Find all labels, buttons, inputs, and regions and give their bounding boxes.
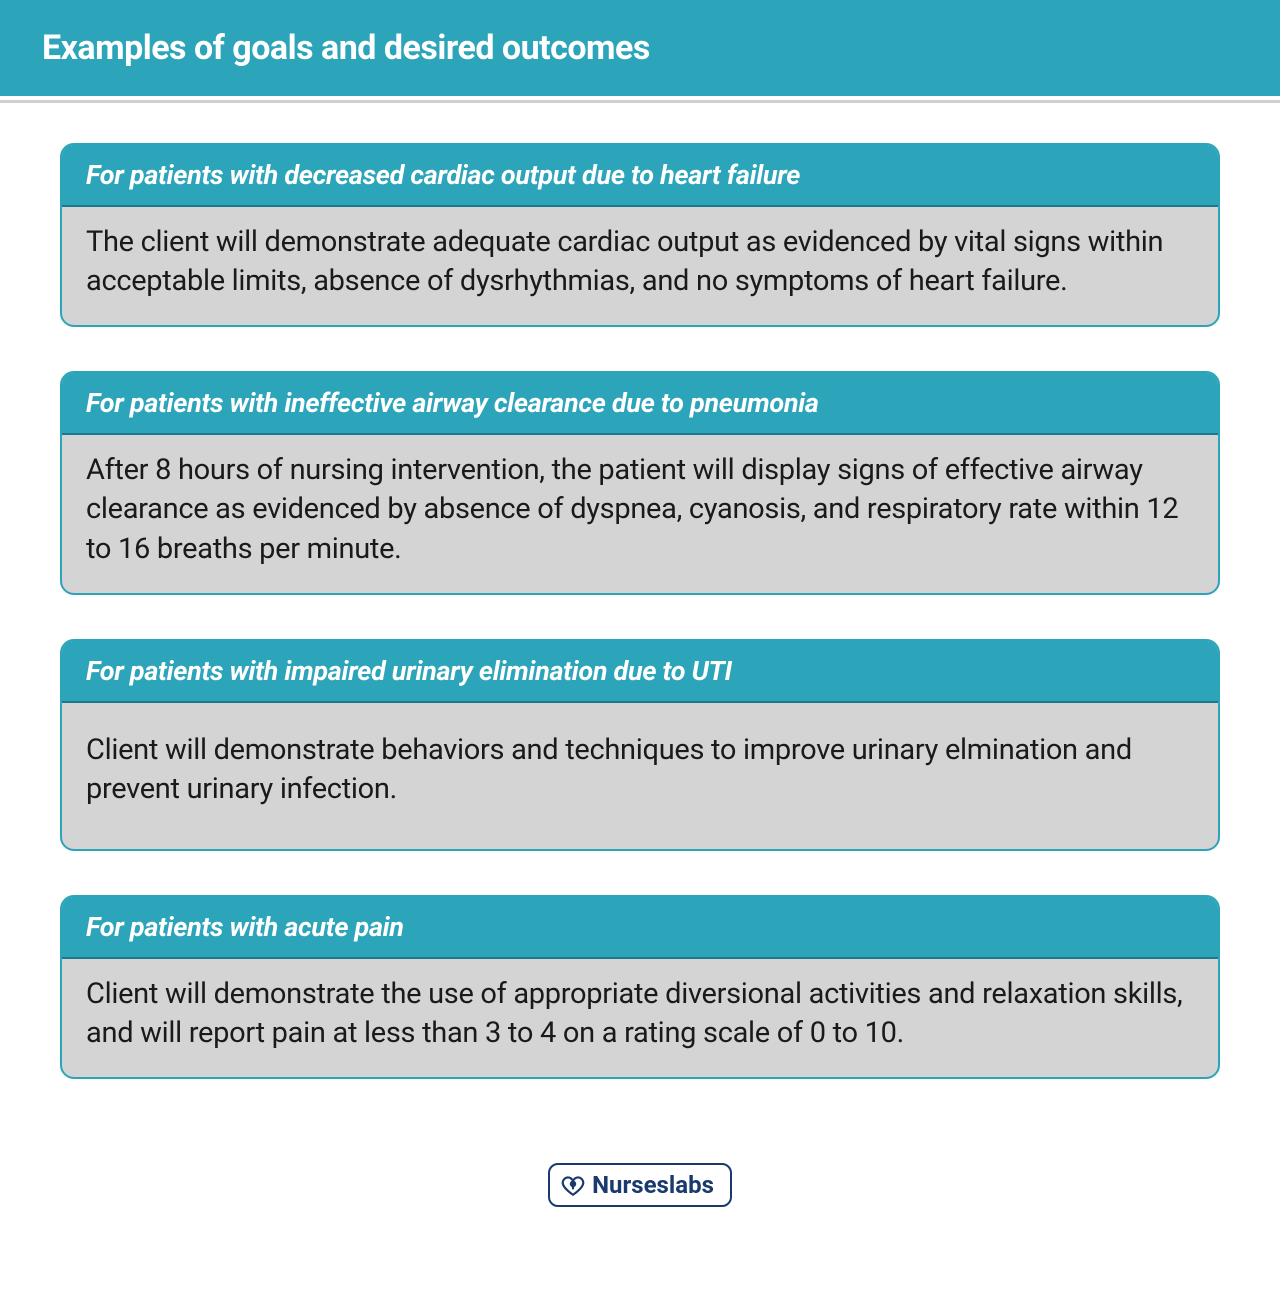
card-body: Client will demonstrate behaviors and te… — [62, 703, 1218, 849]
heart-stethoscope-icon — [560, 1172, 586, 1198]
card-header: For patients with decreased cardiac outp… — [62, 145, 1218, 207]
title-underline — [0, 100, 1280, 103]
card-header: For patients with acute pain — [62, 897, 1218, 959]
outcome-card: For patients with impaired urinary elimi… — [60, 639, 1220, 851]
content-area: For patients with decreased cardiac outp… — [0, 143, 1280, 1153]
card-body: The client will demonstrate adequate car… — [62, 207, 1218, 325]
card-header: For patients with ineffective airway cle… — [62, 373, 1218, 435]
logo-text: Nurseslabs — [592, 1171, 714, 1199]
footer: Nurseslabs — [0, 1153, 1280, 1237]
card-body: Client will demonstrate the use of appro… — [62, 959, 1218, 1077]
outcome-card: For patients with ineffective airway cle… — [60, 371, 1220, 594]
outcome-card: For patients with decreased cardiac outp… — [60, 143, 1220, 327]
title-bar: Examples of goals and desired outcomes — [0, 0, 1280, 100]
card-header: For patients with impaired urinary elimi… — [62, 641, 1218, 703]
logo-badge: Nurseslabs — [548, 1163, 732, 1207]
outcome-card: For patients with acute pain Client will… — [60, 895, 1220, 1079]
page-title: Examples of goals and desired outcomes — [42, 28, 1238, 68]
card-body: After 8 hours of nursing intervention, t… — [62, 435, 1218, 592]
